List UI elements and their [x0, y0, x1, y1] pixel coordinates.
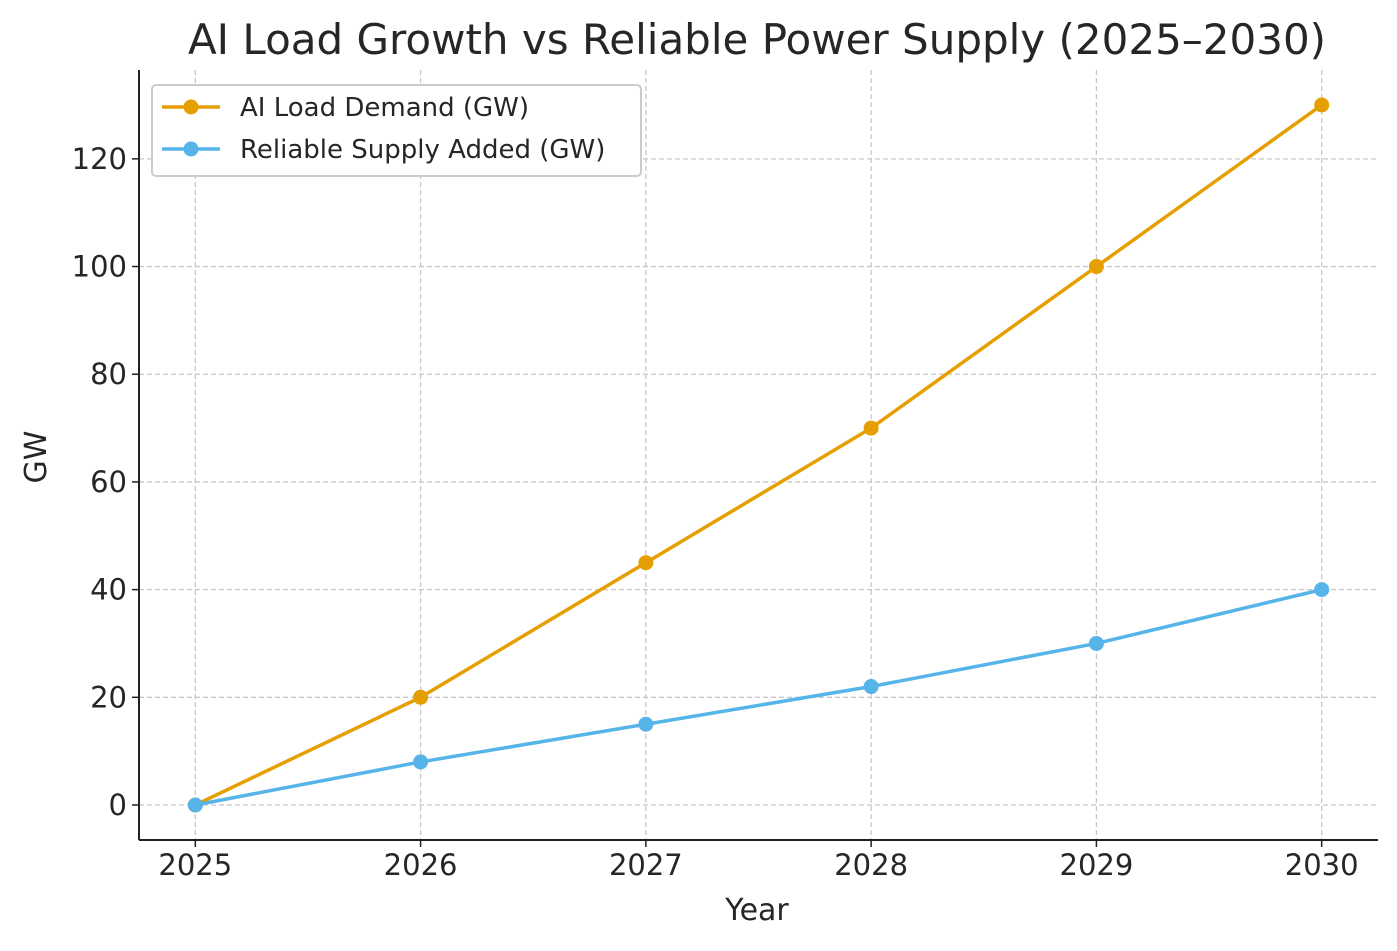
- data-point: [413, 689, 429, 705]
- legend: AI Load Demand (GW) Reliable Supply Added…: [151, 84, 642, 177]
- legend-marker: [183, 99, 199, 115]
- y-tick-label: 100: [72, 250, 127, 284]
- y-tick-label: 120: [72, 142, 127, 176]
- x-tick-label: 2029: [1060, 848, 1134, 882]
- ticks: 2025 2026 2027 2028 2029 2030 0 20 40 60 80 100 120: [72, 142, 1359, 882]
- series-line: [194, 103, 1323, 807]
- y-tick-label: 80: [90, 357, 127, 391]
- series: [187, 97, 1330, 813]
- grid: [139, 70, 1378, 840]
- data-point: [1088, 635, 1104, 651]
- x-tick-label: 2028: [834, 848, 908, 882]
- x-tick-label: 2027: [609, 848, 683, 882]
- y-axis-label: GW: [19, 431, 54, 484]
- legend-label: AI Load Demand (GW): [240, 93, 529, 123]
- data-point: [638, 555, 654, 571]
- x-tick-label: 2030: [1285, 848, 1359, 882]
- legend-marker: [183, 141, 199, 157]
- y-tick-label: 20: [90, 680, 127, 714]
- x-axis-label: Year: [724, 893, 789, 928]
- data-point: [1314, 582, 1330, 598]
- data-point: [863, 420, 879, 436]
- axes: [138, 70, 1378, 841]
- x-tick-label: 2026: [384, 848, 458, 882]
- legend-box: [151, 84, 642, 177]
- data-point: [187, 797, 203, 813]
- chart-title: AI Load Growth vs Reliable Power Supply …: [188, 15, 1326, 64]
- data-point: [638, 716, 654, 732]
- legend-label: Reliable Supply Added (GW): [240, 135, 605, 165]
- data-point: [413, 754, 429, 770]
- y-tick-label: 60: [90, 465, 127, 499]
- x-tick-label: 2025: [158, 848, 232, 882]
- data-point: [863, 679, 879, 695]
- series-line: [194, 587, 1323, 807]
- y-tick-label: 40: [90, 573, 127, 607]
- data-point: [1088, 259, 1104, 275]
- y-tick-label: 0: [109, 788, 127, 822]
- data-point: [1314, 97, 1330, 113]
